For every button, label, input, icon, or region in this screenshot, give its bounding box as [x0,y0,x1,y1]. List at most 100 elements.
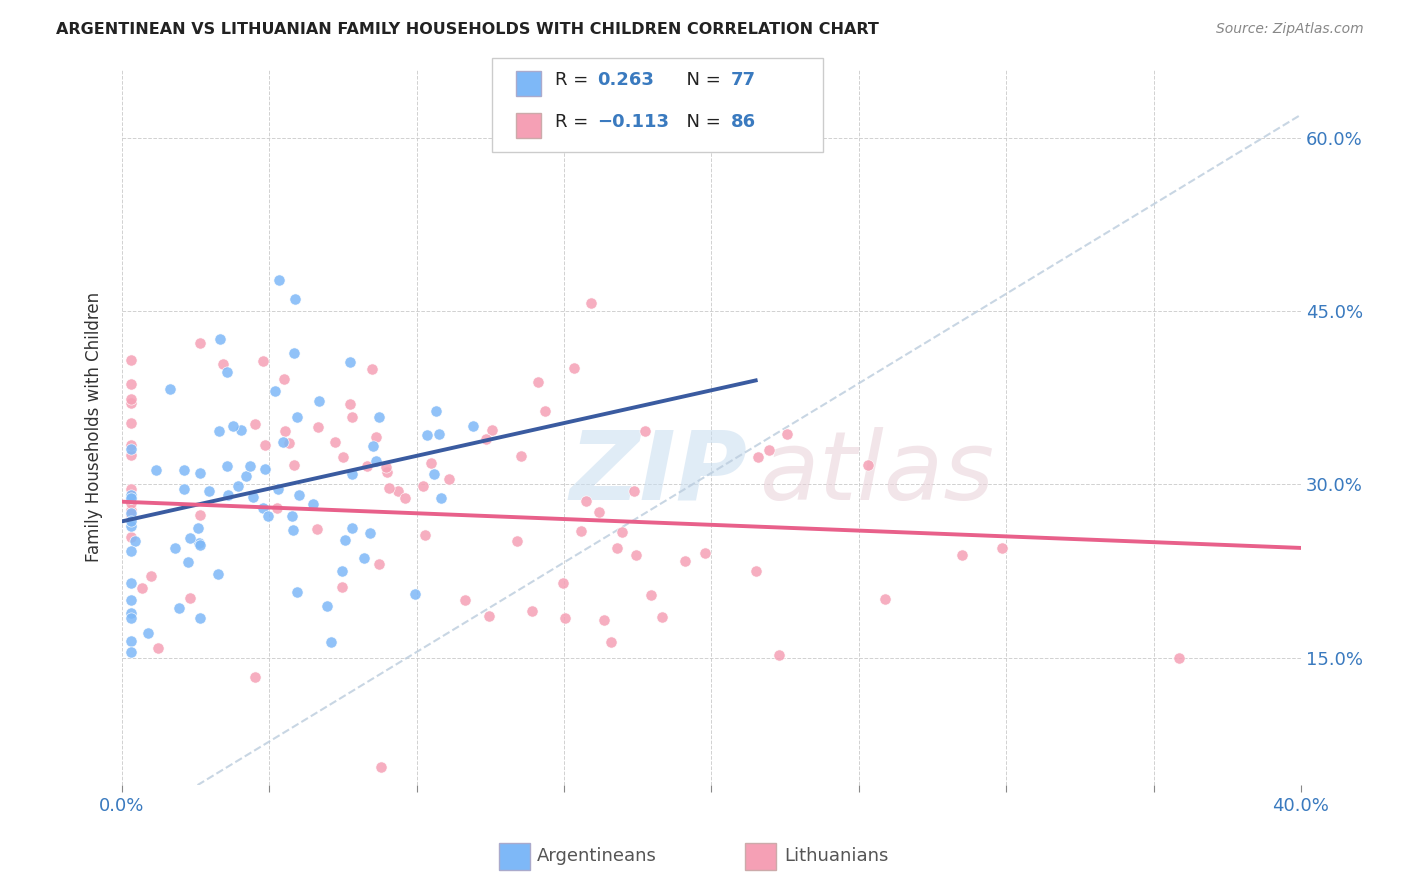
Point [124,533,146,548]
Point [280,508,302,523]
Point [419,456,441,470]
Point [368,410,391,425]
Point [481,423,503,437]
Point [120,448,142,462]
Point [378,481,401,495]
Point [120,518,142,533]
Point [413,527,436,541]
Point [758,443,780,458]
Point [423,467,446,481]
Point [239,459,262,474]
Point [120,634,142,648]
Point [375,466,398,480]
Point [364,430,387,444]
Point [120,396,142,410]
Point [340,521,363,535]
Point [330,564,353,578]
Point [148,640,170,655]
Point [173,463,195,477]
Point [651,610,673,624]
Point [209,332,232,346]
Point [252,501,274,516]
Point [374,460,396,475]
Point [745,564,768,578]
Text: R =: R = [555,113,595,131]
Point [283,458,305,472]
Point [235,469,257,483]
Text: Source: ZipAtlas.com: Source: ZipAtlas.com [1216,22,1364,37]
Point [506,533,529,548]
Point [120,503,142,517]
Point [120,506,142,520]
Text: Argentineans: Argentineans [537,847,657,865]
Point [263,384,285,398]
Point [610,524,633,539]
Point [120,496,142,510]
Point [120,606,142,620]
Point [120,530,142,544]
Point [245,417,267,431]
Point [606,541,628,556]
Point [274,424,297,438]
Text: N =: N = [675,71,727,89]
Point [167,601,190,615]
Point [222,419,245,434]
Point [188,536,211,550]
Point [387,484,409,499]
Point [673,554,696,568]
Point [361,362,384,376]
Point [187,521,209,535]
Point [454,593,477,607]
Point [120,491,142,506]
Point [339,397,361,411]
Point [177,555,200,569]
Text: ZIP: ZIP [569,426,748,520]
Point [269,272,291,286]
Point [252,354,274,368]
Point [634,424,657,438]
Point [356,458,378,473]
Text: −0.113: −0.113 [598,113,669,131]
Text: 86: 86 [731,113,756,131]
Point [284,292,307,306]
Point [437,472,460,486]
Point [340,410,363,425]
Point [120,442,142,456]
Point [120,438,142,452]
Point [179,531,201,545]
Point [404,587,426,601]
Point [242,490,264,504]
Point [120,416,142,430]
Point [579,295,602,310]
Point [520,604,543,618]
Point [461,419,484,434]
Point [120,377,142,392]
Point [430,491,453,505]
Point [267,482,290,496]
Point [319,634,342,648]
Point [120,514,142,528]
Point [207,567,229,582]
Point [562,361,585,376]
Point [640,588,662,602]
Point [288,488,311,502]
Point [190,611,212,625]
Point [873,592,896,607]
Point [307,420,329,434]
Text: 77: 77 [731,71,756,89]
Point [368,557,391,571]
Point [427,426,450,441]
Point [136,626,159,640]
Point [179,591,201,606]
Point [553,575,575,590]
Point [120,488,142,502]
Point [747,450,769,465]
Point [333,533,356,548]
Point [856,458,879,473]
Point [188,508,211,523]
Point [215,458,238,473]
Text: Lithuanians: Lithuanians [785,847,889,865]
Point [215,365,238,379]
Point [952,549,974,563]
Text: ARGENTINEAN VS LITHUANIAN FAMILY HOUSEHOLDS WITH CHILDREN CORRELATION CHART: ARGENTINEAN VS LITHUANIAN FAMILY HOUSEHO… [56,22,879,37]
